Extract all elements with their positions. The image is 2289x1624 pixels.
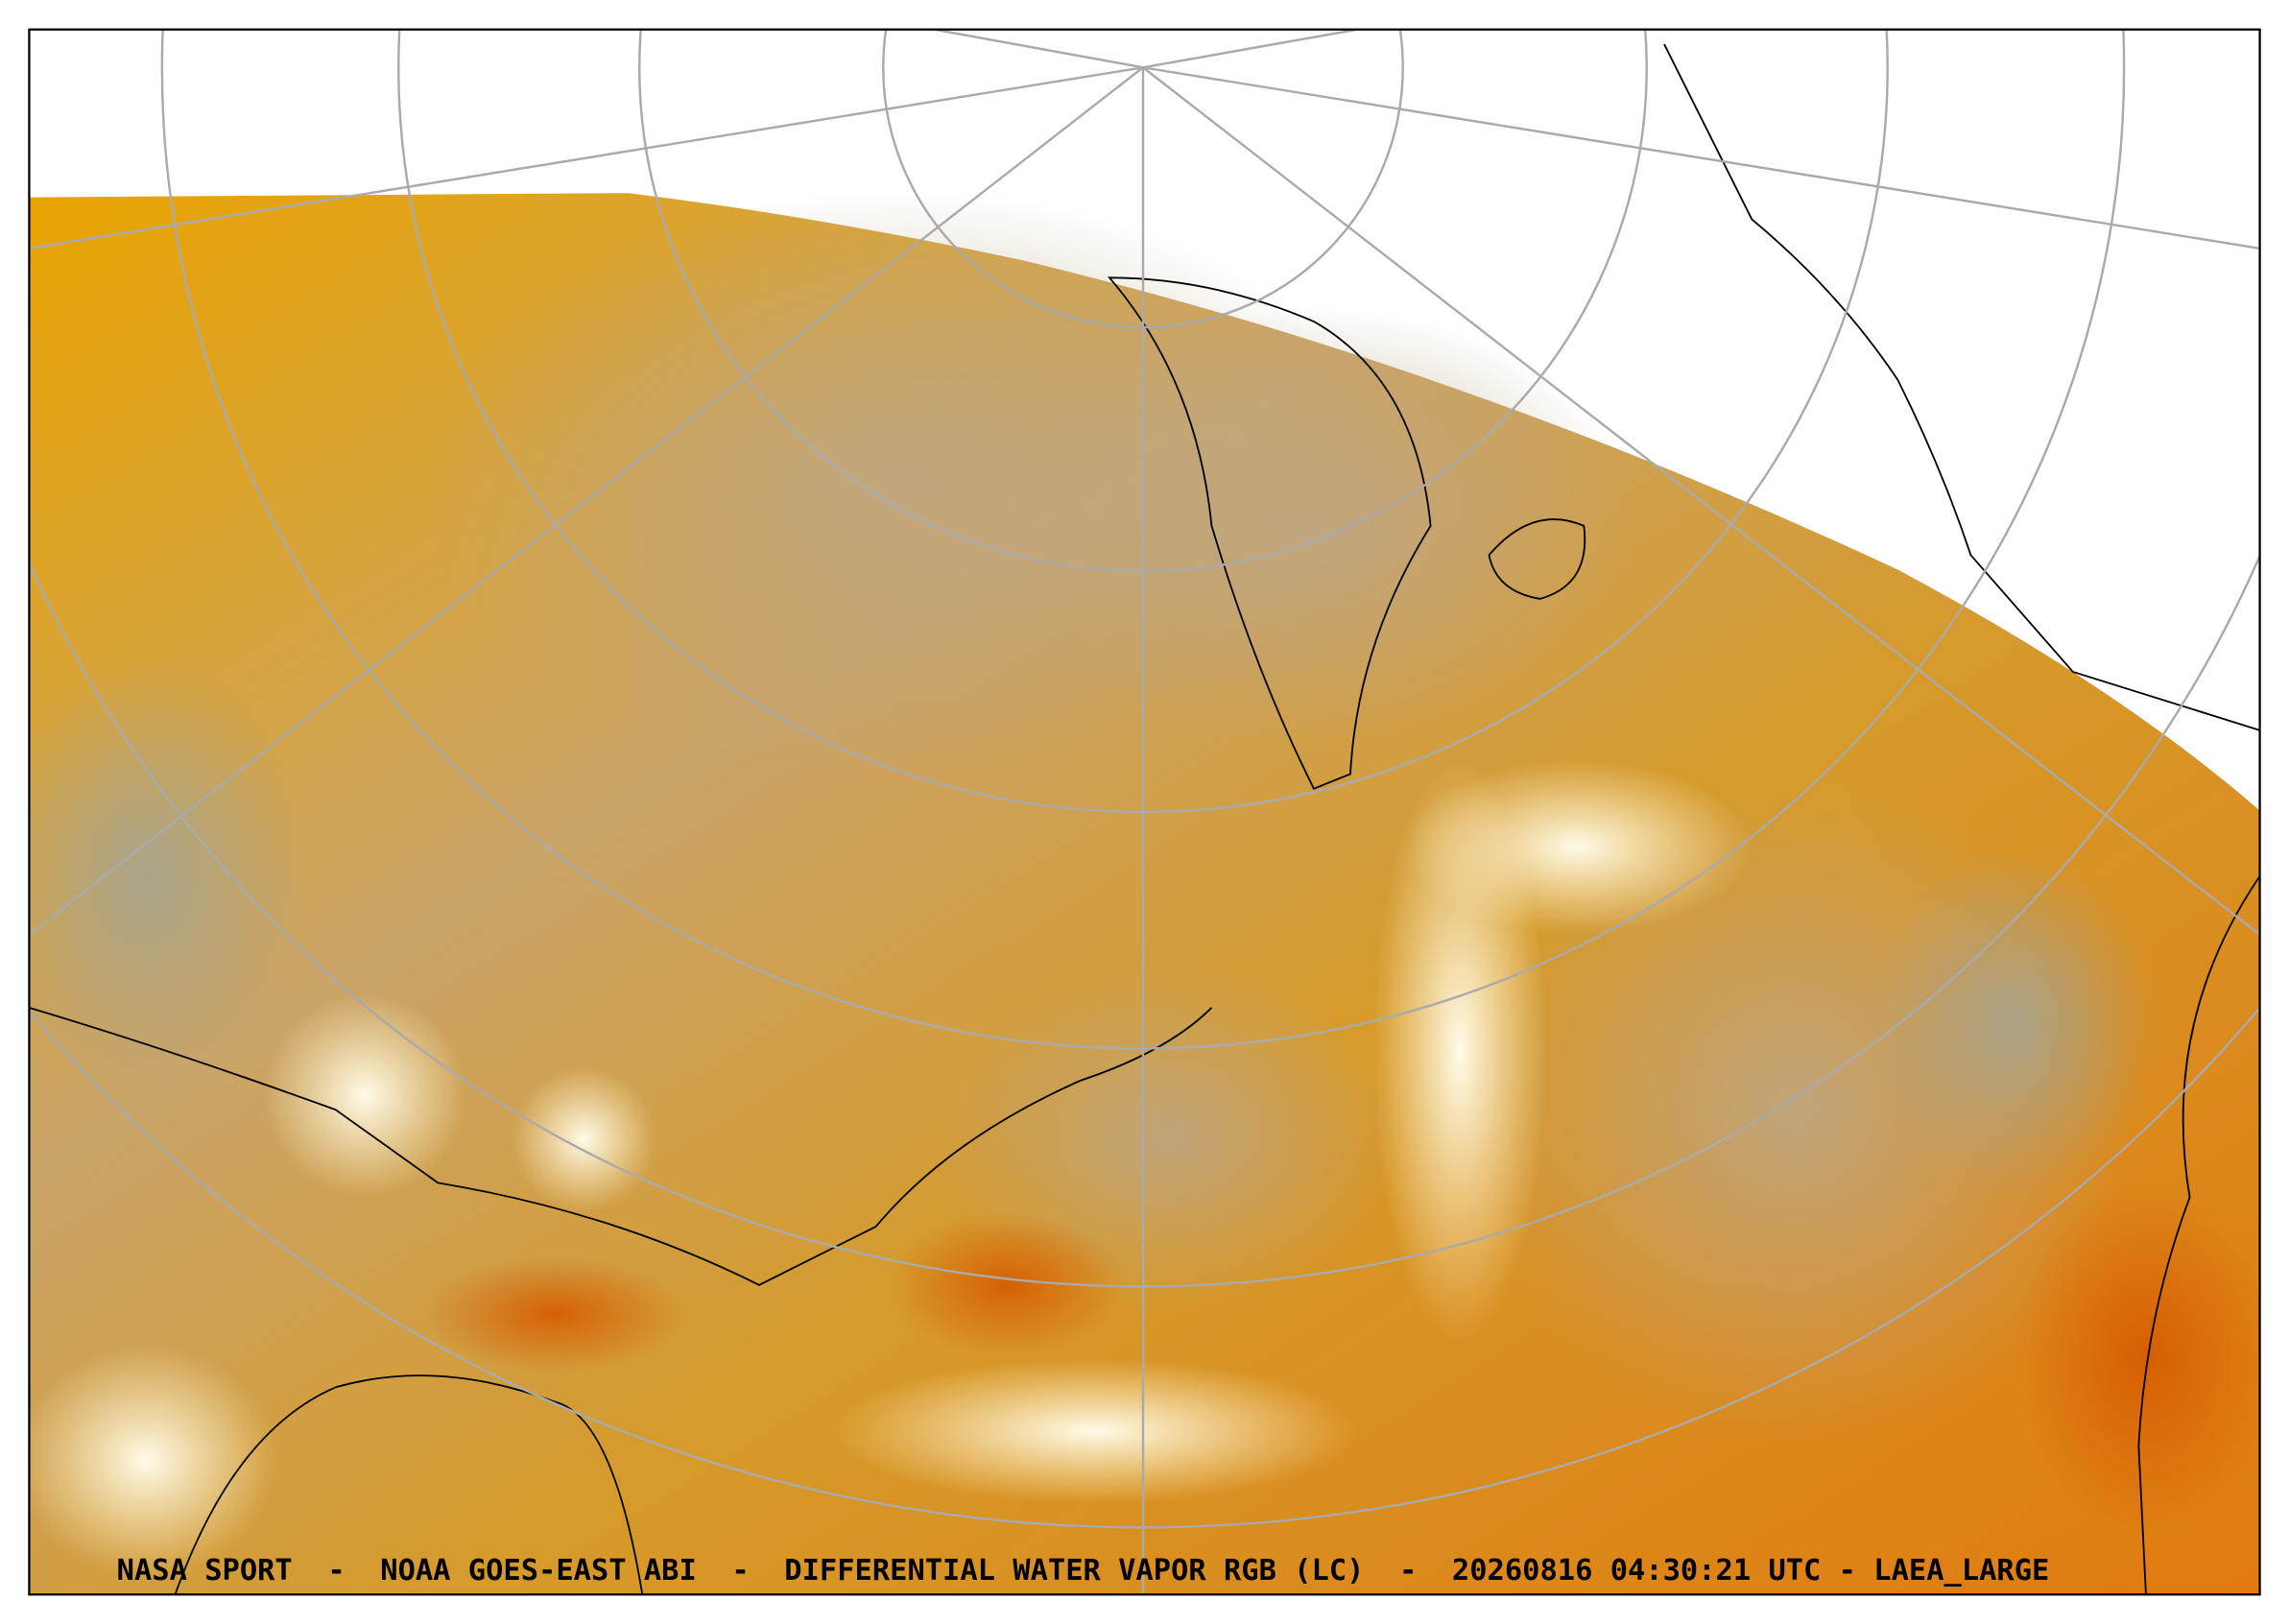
caption: NASA SPORT - NOAA GOES-EAST ABI - DIFFER… — [117, 1554, 2050, 1588]
map-frame — [28, 28, 2261, 1596]
moisture-features — [29, 190, 2260, 1577]
coastlines — [29, 43, 2260, 1595]
